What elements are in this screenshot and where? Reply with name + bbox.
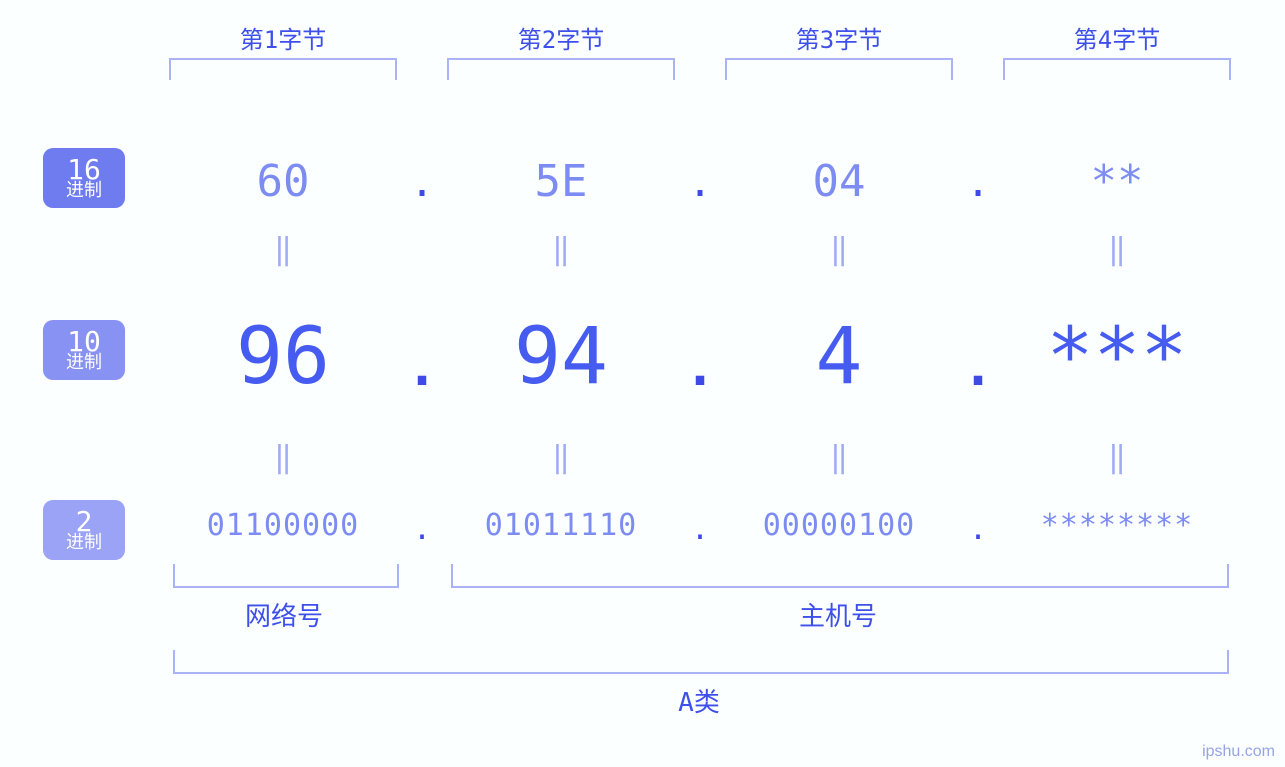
label-host: 主机号 (451, 596, 1225, 633)
badge-dec: 10 进制 (43, 320, 125, 380)
hex-b2: 5E (443, 156, 679, 207)
byte-header-1: 第1字节 (165, 20, 401, 55)
dec-b3: 4 (721, 312, 957, 402)
badge-bin: 2 进制 (43, 500, 125, 560)
bracket-network (173, 564, 399, 588)
top-bracket-1 (169, 58, 397, 80)
eq-b-1: ‖ (165, 440, 401, 475)
badge-dec-unit: 进制 (43, 354, 125, 373)
sep-hex-12: . (401, 160, 443, 206)
eq-b-3: ‖ (721, 440, 957, 475)
hex-b4: ** (999, 156, 1235, 207)
dec-b1: 96 (165, 312, 401, 402)
sep-bin-12: . (401, 512, 443, 547)
sep-dec-12: . (401, 338, 443, 398)
bracket-host (451, 564, 1229, 588)
sep-hex-23: . (679, 160, 721, 206)
top-bracket-4 (1003, 58, 1231, 80)
hex-b3: 04 (721, 156, 957, 207)
badge-hex: 16 进制 (43, 148, 125, 208)
label-class: A类 (173, 682, 1225, 719)
eq-a-4: ‖ (999, 232, 1235, 267)
sep-bin-23: . (679, 512, 721, 547)
eq-a-1: ‖ (165, 232, 401, 267)
eq-a-2: ‖ (443, 232, 679, 267)
eq-a-3: ‖ (721, 232, 957, 267)
top-bracket-2 (447, 58, 675, 80)
sep-dec-23: . (679, 338, 721, 398)
eq-b-4: ‖ (999, 440, 1235, 475)
bracket-class (173, 650, 1229, 674)
dec-b4: *** (999, 312, 1235, 402)
sep-bin-34: . (957, 512, 999, 547)
byte-header-2: 第2字节 (443, 20, 679, 55)
byte-header-4: 第4字节 (999, 20, 1235, 55)
eq-b-2: ‖ (443, 440, 679, 475)
bin-b4: ******** (999, 508, 1235, 543)
sep-dec-34: . (957, 338, 999, 398)
label-network: 网络号 (173, 596, 395, 633)
dec-b2: 94 (443, 312, 679, 402)
badge-bin-unit: 进制 (43, 534, 125, 553)
bin-b2: 01011110 (443, 508, 679, 543)
bin-b1: 01100000 (165, 508, 401, 543)
top-bracket-3 (725, 58, 953, 80)
watermark: ipshu.com (1202, 743, 1275, 761)
byte-header-3: 第3字节 (721, 20, 957, 55)
badge-hex-unit: 进制 (43, 182, 125, 201)
hex-b1: 60 (165, 156, 401, 207)
sep-hex-34: . (957, 160, 999, 206)
ip-bytes-infographic: 16 进制 10 进制 2 进制 第1字节 第2字节 第3字节 第4字节 60 … (0, 0, 1285, 767)
bin-b3: 00000100 (721, 508, 957, 543)
